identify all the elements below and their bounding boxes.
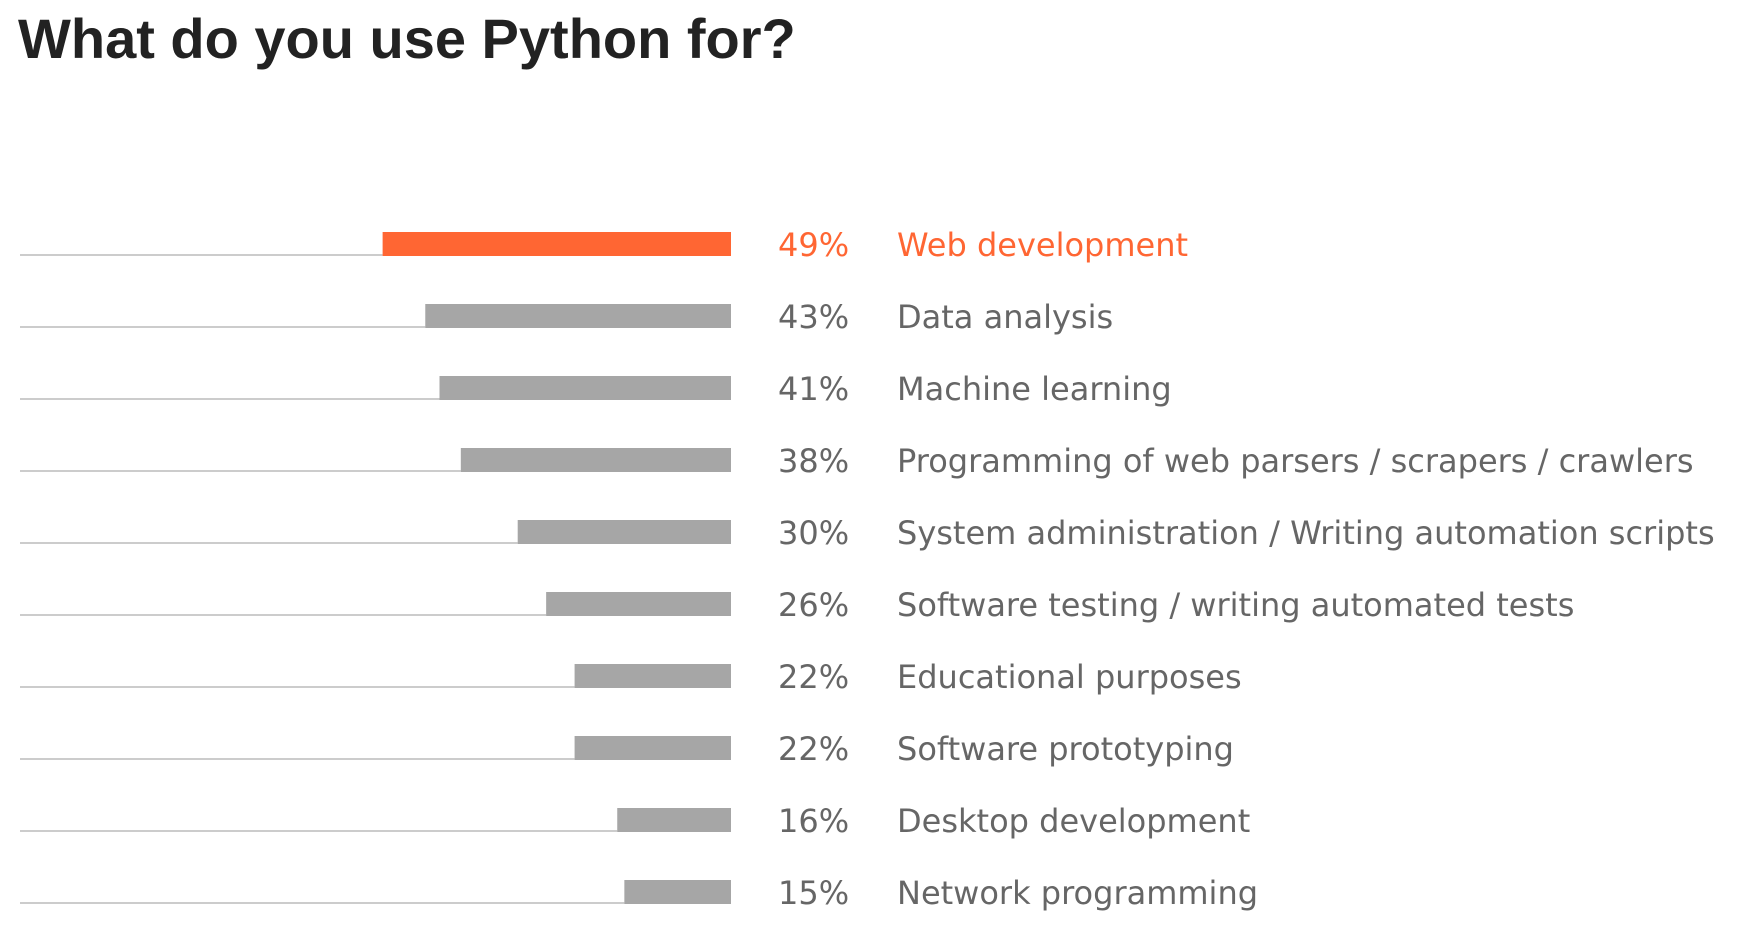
category-label: System administration / Writing automati… (897, 514, 1715, 552)
category-label: Programming of web parsers / scrapers / … (897, 442, 1694, 480)
bar (460, 448, 731, 472)
bar (382, 232, 731, 256)
value-label: 41% (778, 370, 849, 408)
value-label: 26% (778, 586, 849, 624)
category-label: Machine learning (897, 370, 1172, 408)
value-label: 49% (778, 226, 849, 264)
value-label: 38% (778, 442, 849, 480)
bar (624, 880, 731, 904)
category-label: Desktop development (897, 802, 1250, 840)
bar (425, 304, 731, 328)
category-label: Data analysis (897, 298, 1113, 336)
bar (574, 736, 731, 760)
bar (617, 808, 731, 832)
bar (546, 592, 731, 616)
chart-title: What do you use Python for? (18, 7, 796, 70)
category-label: Software testing / writing automated tes… (897, 586, 1574, 624)
value-label: 15% (778, 874, 849, 912)
bar (439, 376, 731, 400)
value-label: 22% (778, 658, 849, 696)
category-label: Educational purposes (897, 658, 1242, 696)
value-label: 43% (778, 298, 849, 336)
value-label: 30% (778, 514, 849, 552)
category-label: Web development (897, 226, 1188, 264)
value-label: 16% (778, 802, 849, 840)
category-label: Network programming (897, 874, 1258, 912)
value-label: 22% (778, 730, 849, 768)
category-label: Software prototyping (897, 730, 1234, 768)
bar (574, 664, 731, 688)
bar (517, 520, 731, 544)
